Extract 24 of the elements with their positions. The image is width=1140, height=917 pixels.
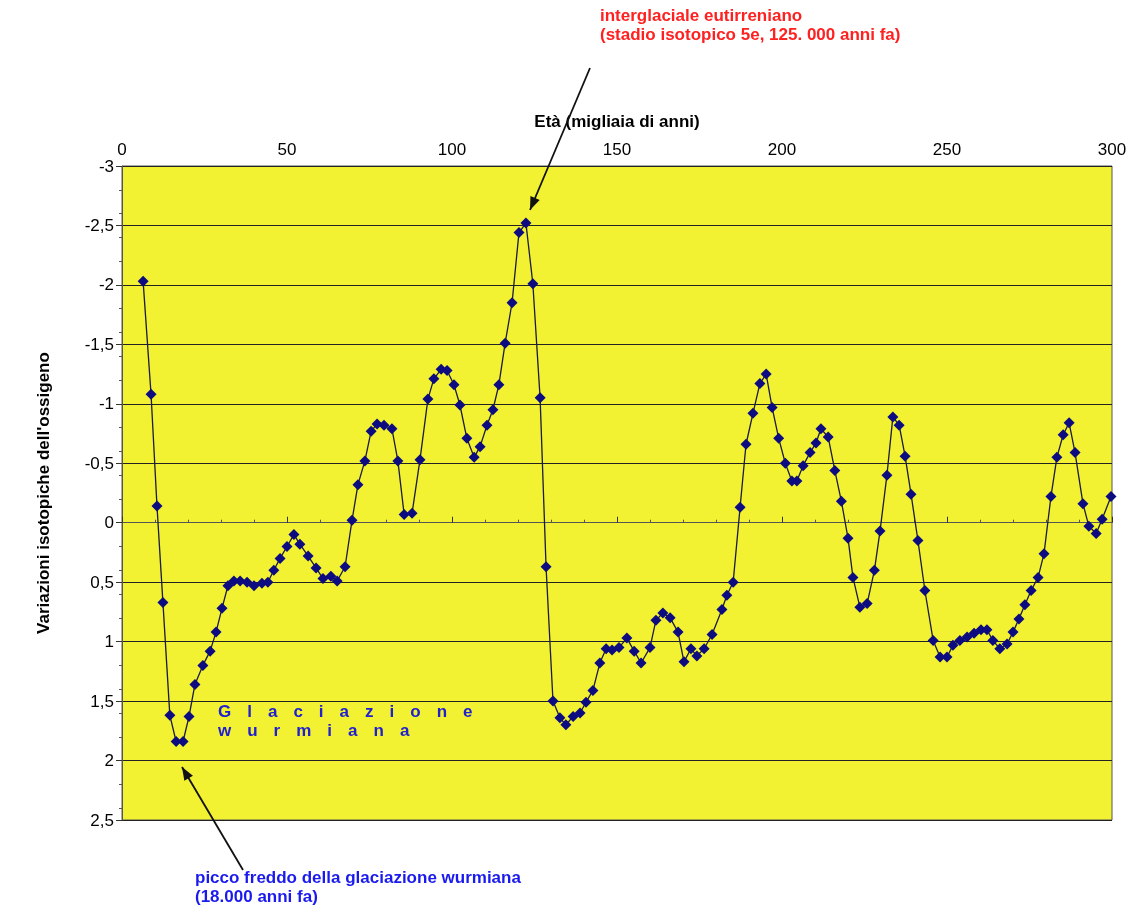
text: interglaciale eutirreniano (stadio isotopico 5e, 125. 000 anni fa) xyxy=(600,6,901,44)
x-tick-label: 200 xyxy=(767,140,797,159)
y-tick-label: -0,5 xyxy=(84,453,114,473)
text: picco freddo della glaciazione wurmiana (18.000 anni fa) xyxy=(195,868,521,906)
y-tick-label: -1,5 xyxy=(84,334,114,354)
y-tick-label: 1,5 xyxy=(90,691,114,711)
y-tick-label: -3 xyxy=(98,156,114,176)
y-tick-label: -2 xyxy=(98,275,114,295)
x-tick-label: 250 xyxy=(932,140,962,159)
y-tick-label: -2,5 xyxy=(84,215,114,235)
x-axis-title: Età (migliaia di anni) xyxy=(534,112,700,131)
x-tick-label: 100 xyxy=(437,140,467,159)
y-axis-title: Variazioni isotopiche dell'ossigeno xyxy=(34,352,53,634)
y-tick-label: 2,5 xyxy=(90,810,114,830)
x-tick-label: 0 xyxy=(117,140,127,159)
y-tick-label: -1 xyxy=(98,394,114,414)
annotation: Glaciazione wurmiana xyxy=(218,702,489,740)
x-tick-label: 300 xyxy=(1097,140,1127,159)
y-tick-label: 2 xyxy=(104,751,114,771)
x-tick-label: 50 xyxy=(277,140,297,159)
x-tick-label: 150 xyxy=(602,140,632,159)
y-tick-label: 0 xyxy=(104,513,114,533)
y-tick-label: 1 xyxy=(104,632,114,652)
y-tick-label: 0,5 xyxy=(90,572,114,592)
